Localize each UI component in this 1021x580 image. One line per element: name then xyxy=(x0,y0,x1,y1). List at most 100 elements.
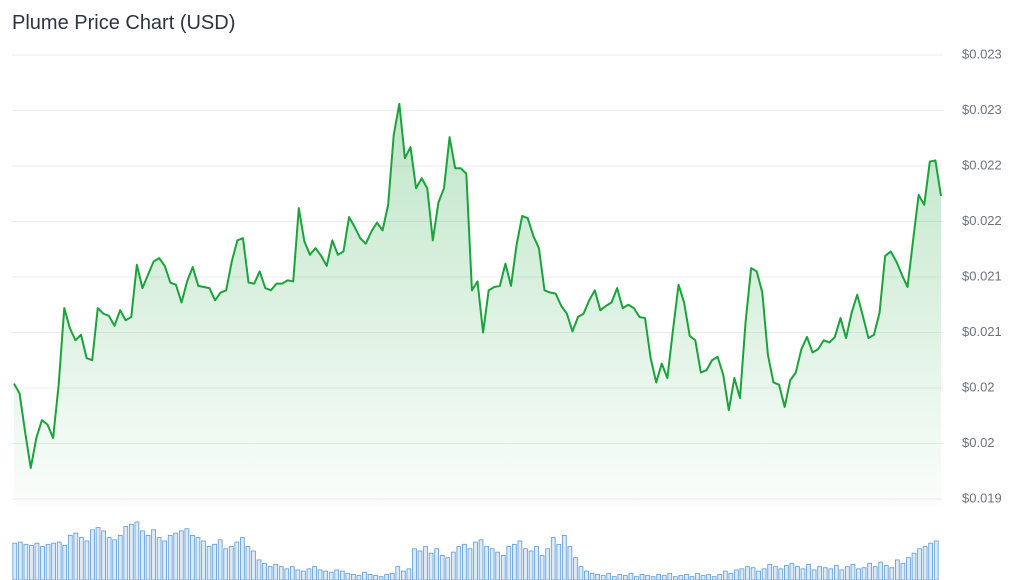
volume-bar xyxy=(584,570,589,580)
volume-bar xyxy=(600,575,606,580)
volume-bar xyxy=(134,521,140,580)
volume-bar xyxy=(384,574,390,580)
volume-bar xyxy=(306,568,312,580)
volume-bar xyxy=(883,565,889,580)
volume-bar xyxy=(106,537,112,580)
volume-bar xyxy=(623,575,628,580)
volume-bar xyxy=(90,529,95,580)
volume-bar xyxy=(911,552,917,580)
volume-bar xyxy=(589,572,595,580)
volume-bar xyxy=(445,557,451,580)
volume-bar xyxy=(645,575,650,580)
volume-bar xyxy=(406,568,412,580)
volume-bar xyxy=(928,542,934,580)
volume-bar xyxy=(639,574,645,580)
volume-bar xyxy=(373,575,378,580)
volume-bar xyxy=(878,561,884,580)
volume-bar xyxy=(212,543,217,580)
volume-bar xyxy=(62,545,68,580)
volume-bar xyxy=(128,523,134,580)
volume-bar xyxy=(339,570,345,580)
volume-bar xyxy=(545,548,551,580)
volume-bar xyxy=(12,542,18,580)
volume-bar xyxy=(112,539,118,580)
volume-bar xyxy=(140,530,145,580)
volume-bar xyxy=(845,566,850,580)
volume-bar xyxy=(833,565,839,580)
volume-bar xyxy=(650,576,656,580)
volume-bar xyxy=(312,566,317,580)
volume-bar xyxy=(473,541,478,580)
y-tick-label: $0.02 xyxy=(962,435,995,450)
volume-bar xyxy=(556,543,562,580)
volume-bar xyxy=(889,567,895,580)
volume-bar xyxy=(256,559,262,580)
volume-bar xyxy=(767,563,773,580)
volume-bar xyxy=(761,568,767,580)
volume-bar xyxy=(423,546,428,580)
volume-bar xyxy=(190,534,195,580)
volume-bar xyxy=(156,537,162,580)
volume-bar xyxy=(51,542,56,580)
volume-bar xyxy=(478,539,484,580)
chart-title: Plume Price Chart (USD) xyxy=(12,12,235,34)
price-area xyxy=(14,103,941,505)
volume-bar xyxy=(656,574,662,580)
volume-bar xyxy=(223,548,229,580)
volume-bar xyxy=(345,572,351,580)
volume-bar xyxy=(528,550,534,580)
volume-bar xyxy=(828,568,834,580)
volume-bar xyxy=(900,562,906,580)
volume-bar xyxy=(611,576,617,580)
volume-bar xyxy=(428,552,434,580)
volume-bar xyxy=(739,568,745,580)
volume-bar xyxy=(578,566,584,580)
y-tick-label: $0.019 xyxy=(962,490,1002,505)
volume-bar xyxy=(412,548,417,580)
volume-bar xyxy=(206,546,212,580)
volume-bar xyxy=(251,550,256,580)
volume-bar xyxy=(784,565,789,580)
y-tick-label: $0.023 xyxy=(962,102,1002,117)
volume-bar xyxy=(817,566,823,580)
volume-bar xyxy=(201,540,206,580)
volume-bar xyxy=(523,548,528,580)
volume-bar xyxy=(378,576,384,580)
volume-bar xyxy=(29,545,34,580)
volume-bar xyxy=(362,571,367,580)
volume-bar xyxy=(178,530,184,580)
volume-bar xyxy=(634,576,639,580)
volume-bar xyxy=(73,532,79,580)
volume-bar xyxy=(506,546,512,580)
volume-bar xyxy=(672,576,678,580)
volume-bar xyxy=(595,574,600,580)
volume-bar xyxy=(389,572,395,580)
volume-bar xyxy=(933,540,939,580)
volume-bar xyxy=(356,575,362,580)
volume-bar xyxy=(167,534,173,580)
volume-bar xyxy=(101,530,106,580)
volume-bar xyxy=(550,537,556,580)
volume-bar xyxy=(678,575,684,580)
volume-bar xyxy=(467,548,473,580)
volume-bar xyxy=(245,546,251,580)
volume-bar xyxy=(417,550,423,580)
y-tick-label: $0.022 xyxy=(962,157,1002,172)
volume-bar xyxy=(67,534,73,580)
volume-bar xyxy=(811,569,817,580)
volume-bar xyxy=(79,537,84,580)
volume-bar xyxy=(517,540,523,580)
volume-bar xyxy=(495,551,501,580)
volume-bar xyxy=(717,574,723,580)
volume-bar xyxy=(217,539,223,580)
volume-bar xyxy=(334,569,340,580)
y-tick-label: $0.021 xyxy=(962,268,1002,283)
volume-bar xyxy=(922,546,928,580)
volume-bar xyxy=(434,548,439,580)
volume-bar xyxy=(684,574,689,580)
area-layer xyxy=(14,103,941,505)
volume-bar xyxy=(323,570,328,580)
volume-bar xyxy=(906,557,911,580)
